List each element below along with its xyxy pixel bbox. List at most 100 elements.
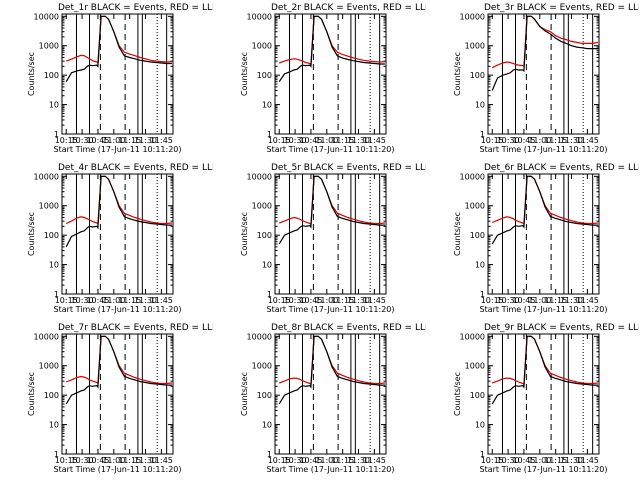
y-tick-label: 100: [470, 391, 485, 400]
y-tick-label: 1000: [465, 362, 485, 371]
y-tick-label: 10000: [34, 332, 59, 341]
plot-frame: [274, 13, 387, 135]
y-tick-label: 100: [470, 71, 485, 80]
panel-svg: Det_8r BLACK = Events, RED = LLD 1 10 100 10…: [240, 323, 426, 474]
y-tick-label: 10000: [34, 172, 59, 181]
x-tick-label: 11:00: [102, 136, 125, 145]
x-axis-label: Start Time (17-Jun-11 10:11:20): [54, 305, 182, 314]
detector-panel: Det_3r BLACK = Events, RED = LLD 1 10 100 10…: [426, 0, 639, 160]
panel-title: Det_3r BLACK = Events, RED = LLD: [484, 3, 639, 13]
y-tick-label: 100: [257, 391, 272, 400]
y-tick-label: 10000: [247, 172, 272, 181]
y-tick-label: 1: [267, 130, 272, 139]
panel-svg: Det_1r BLACK = Events, RED = LLD 1 10 100 10…: [27, 3, 213, 154]
x-tick-label: 10:15: [55, 296, 78, 305]
x-tick-label: 10:15: [481, 136, 504, 145]
events-series-line: [278, 335, 385, 405]
y-tick-label: 1000: [465, 202, 485, 211]
x-tick-label: 10:45: [299, 456, 322, 465]
y-tick-label: 100: [44, 71, 59, 80]
y-tick-label: 1: [480, 130, 485, 139]
x-tick-label: 11:15: [544, 296, 567, 305]
x-tick-label: 10:15: [481, 296, 504, 305]
panel-title: Det_4r BLACK = Events, RED = LLD: [58, 163, 213, 173]
y-tick-label: 10000: [34, 12, 59, 21]
x-axis-label: Start Time (17-Jun-11 10:11:20): [480, 145, 608, 154]
x-axis-label: Start Time (17-Jun-11 10:11:20): [267, 305, 395, 314]
panel-svg: Det_5r BLACK = Events, RED = LLD 1 10 100 10…: [240, 163, 426, 314]
detector-panel: Det_7r BLACK = Events, RED = LLD 1 10 100 10…: [0, 320, 213, 480]
x-tick-label: 10:15: [268, 456, 291, 465]
x-tick-label: 11:00: [528, 296, 551, 305]
x-tick-label: 11:45: [363, 136, 386, 145]
x-tick-label: 10:45: [512, 136, 535, 145]
y-tick-label: 1000: [39, 202, 59, 211]
y-axis-label: Counts/sec: [240, 372, 249, 416]
y-axis-label: Counts/sec: [27, 372, 36, 416]
y-tick-label: 10000: [460, 12, 485, 21]
x-tick-label: 10:45: [86, 456, 109, 465]
y-tick-label: 1000: [39, 42, 59, 51]
x-tick-label: 11:30: [134, 456, 157, 465]
y-axis-label: Counts/sec: [27, 52, 36, 96]
x-axis-label: Start Time (17-Jun-11 10:11:20): [480, 305, 608, 314]
y-tick-label: 1000: [252, 202, 272, 211]
x-tick-label: 11:30: [347, 136, 370, 145]
panel-svg: Det_9r BLACK = Events, RED = LLD 1 10 100 10…: [453, 323, 639, 474]
panel-svg: Det_6r BLACK = Events, RED = LLD 1 10 100 10…: [453, 163, 639, 314]
x-tick-label: 10:15: [481, 456, 504, 465]
x-tick-label: 10:15: [268, 296, 291, 305]
panel-title: Det_6r BLACK = Events, RED = LLD: [484, 163, 639, 173]
x-tick-label: 11:45: [576, 296, 599, 305]
lld-series-line: [278, 335, 385, 386]
x-tick-label: 11:45: [150, 456, 173, 465]
y-tick-label: 10000: [247, 12, 272, 21]
x-tick-label: 10:30: [497, 136, 520, 145]
panel-title: Det_2r BLACK = Events, RED = LLD: [271, 3, 426, 13]
x-tick-label: 10:15: [55, 136, 78, 145]
y-tick-label: 10: [475, 261, 485, 270]
events-series-line: [278, 175, 385, 245]
x-tick-label: 11:45: [363, 296, 386, 305]
x-tick-label: 10:45: [86, 296, 109, 305]
x-axis-label: Start Time (17-Jun-11 10:11:20): [267, 145, 395, 154]
y-tick-label: 1000: [252, 42, 272, 51]
y-axis-label: Counts/sec: [240, 52, 249, 96]
x-tick-label: 10:45: [512, 456, 535, 465]
events-series-line: [491, 175, 598, 245]
detector-panel: Det_4r BLACK = Events, RED = LLD 1 10 100 10…: [0, 160, 213, 320]
x-tick-label: 11:15: [544, 456, 567, 465]
y-tick-label: 100: [470, 231, 485, 240]
y-tick-label: 10: [475, 101, 485, 110]
panel-svg: Det_4r BLACK = Events, RED = LLD 1 10 100 10…: [27, 163, 213, 314]
lld-series-line: [65, 335, 172, 385]
panel-title: Det_8r BLACK = Events, RED = LLD: [271, 323, 426, 333]
y-axis-label: Counts/sec: [453, 212, 462, 256]
y-tick-label: 1000: [252, 362, 272, 371]
x-tick-label: 11:15: [331, 296, 354, 305]
panel-title: Det_7r BLACK = Events, RED = LLD: [58, 323, 213, 333]
y-tick-label: 1: [267, 450, 272, 459]
plot-frame: [487, 13, 600, 135]
x-tick-label: 10:30: [497, 456, 520, 465]
detector-panel: Det_8r BLACK = Events, RED = LLD 1 10 100 10…: [213, 320, 426, 480]
x-tick-label: 11:15: [118, 456, 141, 465]
x-tick-label: 10:30: [71, 456, 94, 465]
y-tick-label: 10000: [247, 332, 272, 341]
x-tick-label: 11:30: [347, 456, 370, 465]
y-tick-label: 1: [54, 290, 59, 299]
x-tick-label: 11:00: [528, 456, 551, 465]
plot-frame: [487, 173, 600, 295]
x-axis-label: Start Time (17-Jun-11 10:11:20): [480, 465, 608, 474]
y-tick-label: 1: [267, 290, 272, 299]
x-tick-label: 11:00: [315, 136, 338, 145]
x-tick-label: 11:00: [315, 296, 338, 305]
y-axis-label: Counts/sec: [27, 212, 36, 256]
y-tick-label: 1000: [39, 362, 59, 371]
events-series-line: [65, 15, 172, 83]
y-tick-label: 100: [257, 71, 272, 80]
x-tick-label: 11:30: [134, 136, 157, 145]
x-tick-label: 11:15: [544, 136, 567, 145]
y-tick-label: 10: [49, 421, 59, 430]
